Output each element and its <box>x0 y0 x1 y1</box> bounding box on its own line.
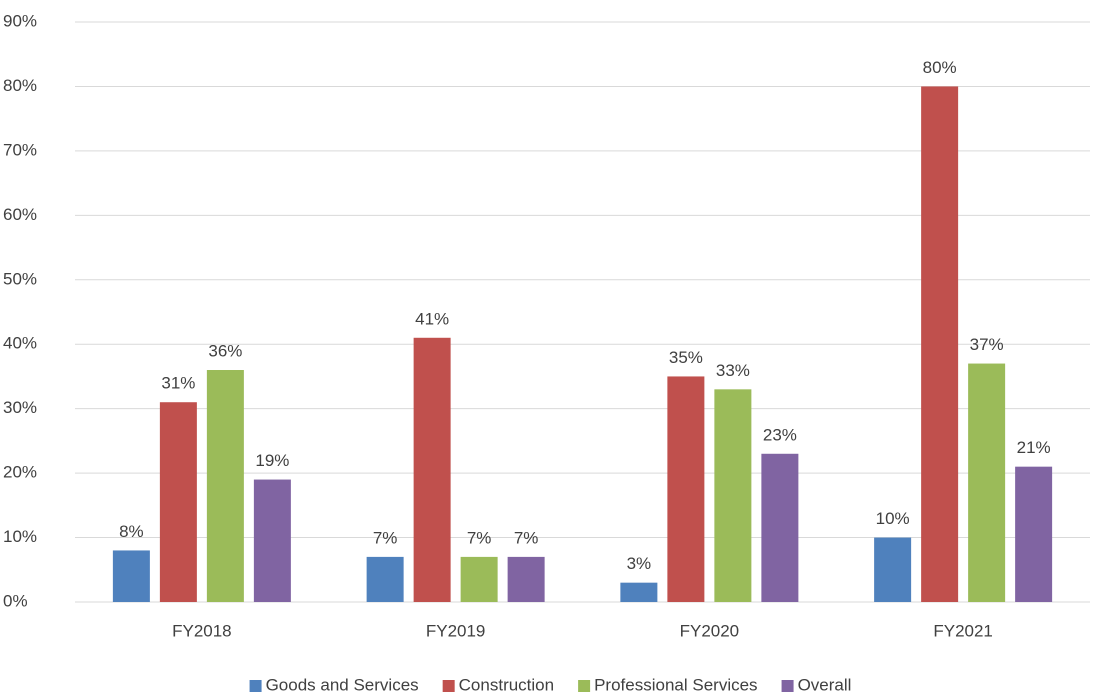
bar <box>761 453 799 602</box>
legend-label: Goods and Services <box>266 675 419 694</box>
bar <box>112 550 150 602</box>
data-label: 37% <box>970 335 1004 354</box>
bar <box>413 337 451 602</box>
data-label: 36% <box>208 341 242 360</box>
bar <box>968 363 1006 602</box>
legend-swatch <box>781 680 794 692</box>
y-tick-label: 30% <box>3 398 37 417</box>
data-label: 19% <box>255 451 289 470</box>
bar <box>921 86 959 602</box>
bar <box>460 556 498 602</box>
data-label: 35% <box>669 348 703 367</box>
data-label: 80% <box>923 58 957 77</box>
y-tick-label: 20% <box>3 463 37 482</box>
y-tick-label: 80% <box>3 76 37 95</box>
data-label: 10% <box>876 509 910 528</box>
data-label: 31% <box>161 374 195 393</box>
data-label: 7% <box>467 528 492 547</box>
bar <box>507 556 545 602</box>
data-label: 8% <box>119 522 144 541</box>
legend-label: Professional Services <box>594 675 757 694</box>
y-tick-label: 60% <box>3 205 37 224</box>
bar <box>620 582 658 602</box>
x-tick-label: FY2020 <box>680 621 740 640</box>
bar <box>714 389 752 602</box>
bar <box>366 556 404 602</box>
data-label: 7% <box>514 528 539 547</box>
data-label: 7% <box>373 528 398 547</box>
legend-swatch <box>578 680 591 692</box>
y-tick-label: 70% <box>3 140 37 159</box>
data-label: 41% <box>415 309 449 328</box>
x-tick-label: FY2019 <box>426 621 486 640</box>
y-tick-label: 40% <box>3 334 37 353</box>
bar <box>667 376 705 602</box>
data-label: 33% <box>716 361 750 380</box>
x-tick-label: FY2021 <box>933 621 993 640</box>
legend-swatch <box>249 680 262 692</box>
bar <box>206 370 244 602</box>
data-label: 21% <box>1017 438 1051 457</box>
legend-label: Construction <box>459 675 554 694</box>
y-tick-label: 0% <box>3 591 28 610</box>
y-tick-label: 10% <box>3 527 37 546</box>
bar <box>159 402 197 602</box>
bar <box>874 537 912 602</box>
legend-label: Overall <box>798 675 852 694</box>
bar <box>1015 466 1053 602</box>
legend-swatch <box>442 680 455 692</box>
data-label: 23% <box>763 425 797 444</box>
y-tick-label: 90% <box>3 11 37 30</box>
data-label: 3% <box>627 554 652 573</box>
x-tick-label: FY2018 <box>172 621 232 640</box>
bar <box>253 479 291 602</box>
y-tick-label: 50% <box>3 269 37 288</box>
